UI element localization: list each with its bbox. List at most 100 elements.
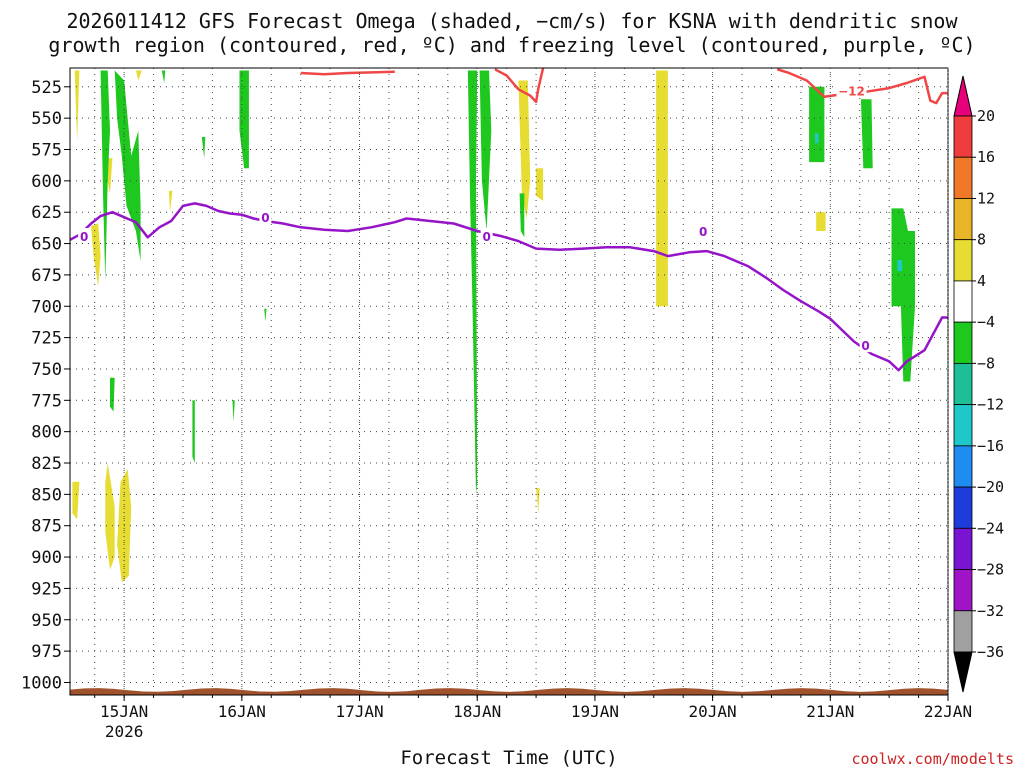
omega-region-10 [656, 70, 668, 307]
x-axis-label: Forecast Time (UTC) [400, 747, 617, 768]
y-tick-label-17: 950 [31, 611, 62, 631]
omega-region-17 [201, 137, 206, 159]
x-tick-label-0: 15JAN [100, 702, 148, 721]
omega-region-14 [100, 70, 110, 282]
terrain-shape [70, 688, 948, 695]
y-tick-label-7: 700 [31, 297, 62, 317]
freezing-label-4: 0 [861, 339, 869, 353]
colorbar-tick-label-12: −32 [977, 602, 1004, 620]
omega-region-3 [135, 70, 142, 81]
omega-region-7 [72, 481, 80, 520]
colorbar-tick-label-13: −36 [977, 643, 1004, 661]
freezing-label-bg-0 [78, 228, 91, 244]
dgz-contour-segment-2 [776, 68, 948, 105]
title-line-1: 2026011412 GFS Forecast Omega (shaded, −… [66, 9, 958, 33]
y-tick-label-14: 875 [31, 517, 62, 537]
omega-region-0 [91, 223, 101, 287]
colorbar-swatch-12 [953, 569, 973, 612]
colorbar-top-arrow [953, 75, 973, 117]
y-tick-label-15: 900 [31, 548, 62, 568]
omega-region-25 [519, 193, 525, 238]
colorbar-swatch-1 [953, 115, 973, 158]
colorbar-tick-label-11: −28 [977, 561, 1004, 579]
y-tick-label-5: 650 [31, 235, 62, 255]
freezing-label-bg-3 [697, 223, 710, 239]
omega-region-21 [232, 400, 235, 422]
x-tick-label-6: 21JAN [806, 702, 854, 721]
gridlines [70, 68, 949, 695]
colorbar-swatch-11 [953, 527, 973, 570]
colorbar: 20 16 12 8 4 −4 −8 −12 −16 −20 −24 −28 −32 −36 [953, 75, 1004, 693]
omega-shading [72, 70, 915, 583]
omega-region-27 [860, 99, 873, 169]
omega-region-30 [897, 259, 903, 272]
contours: 0 0 0 0 0 −12 [69, 67, 948, 372]
freezing-label-2: 0 [482, 230, 490, 244]
colorbar-swatch-9 [953, 445, 973, 488]
chart-title: 2026011412 GFS Forecast Omega (shaded, −… [48, 9, 975, 57]
y-tick-label-16: 925 [31, 579, 62, 599]
omega-region-1 [74, 70, 80, 141]
colorbar-swatch-13 [953, 610, 973, 653]
colorbar-swatch-6 [953, 321, 973, 364]
colorbar-bottom-arrow [953, 651, 973, 693]
colorbar-swatch-8 [953, 404, 973, 447]
x-tick-label-3: 18JAN [453, 702, 501, 721]
y-tick-label-18: 975 [31, 642, 62, 662]
colorbar-swatch-7 [953, 362, 973, 406]
colorbar-tick-label-5: −4 [977, 313, 995, 331]
y-tick-label-9: 750 [31, 360, 62, 380]
omega-region-9 [536, 168, 544, 201]
x-tick-label-7: 22JAN [924, 702, 972, 721]
freezing-label-3: 0 [699, 225, 707, 239]
freezing-level-line [69, 202, 948, 372]
omega-region-18 [239, 70, 249, 169]
omega-region-22 [264, 308, 267, 322]
dgz-contour-segment-1 [494, 67, 545, 104]
title-line-2: growth region (contoured, red, ºC) and f… [48, 33, 975, 57]
freezing-label-bg-4 [859, 337, 872, 353]
colorbar-tick-label-7: −12 [977, 396, 1004, 414]
freezing-label-1: 0 [261, 211, 269, 225]
freezing-label-bg-1 [259, 209, 272, 225]
colorbar-swatch-5 [953, 280, 973, 323]
plot-frame [69, 67, 949, 696]
omega-region-23 [467, 70, 478, 495]
omega-region-12 [816, 212, 826, 231]
y-axis: 525 550 575 600 625 650 675 700 725 750 775 800 825 8… [21, 78, 70, 693]
colorbar-tick-label-4: 4 [977, 272, 986, 290]
colorbar-swatch-2 [953, 156, 973, 199]
omega-region-26 [809, 86, 825, 163]
freezing-label-bg-2 [480, 228, 493, 244]
colorbar-tick-label-10: −24 [977, 519, 1004, 537]
dgz-label-0: −12 [838, 85, 865, 99]
dgz-contour-segment-0 [300, 70, 395, 76]
x-tick-label-2: 17JAN [335, 702, 383, 721]
omega-region-15 [114, 70, 141, 262]
omega-region-28 [891, 208, 915, 382]
colorbar-swatch-3 [953, 198, 973, 241]
freezing-label-0: 0 [80, 230, 88, 244]
omega-region-16 [161, 70, 166, 83]
y-tick-label-6: 675 [31, 266, 62, 286]
colorbar-tick-label-8: −16 [977, 437, 1004, 455]
omega-region-5 [105, 463, 115, 570]
colorbar-swatch-4 [953, 239, 973, 282]
y-tick-label-3: 600 [31, 172, 62, 192]
omega-region-20 [192, 400, 195, 463]
colorbar-tick-label-3: 8 [977, 231, 986, 249]
omega-region-19 [110, 377, 115, 412]
y-tick-label-10: 775 [31, 391, 62, 411]
colorbar-tick-label-0: 20 [977, 107, 995, 125]
omega-region-8 [518, 80, 531, 219]
terrain-bar [70, 688, 948, 695]
y-tick-label-8: 725 [31, 329, 62, 349]
x-tick-sublabel-0: 2026 [105, 722, 144, 741]
colorbar-tick-label-2: 12 [977, 189, 995, 207]
credit-text: coolwx.com/modelts [851, 750, 1014, 768]
y-tick-label-0: 525 [31, 78, 62, 98]
colorbar-tick-label-9: −20 [977, 478, 1004, 496]
omega-region-29 [815, 133, 819, 144]
